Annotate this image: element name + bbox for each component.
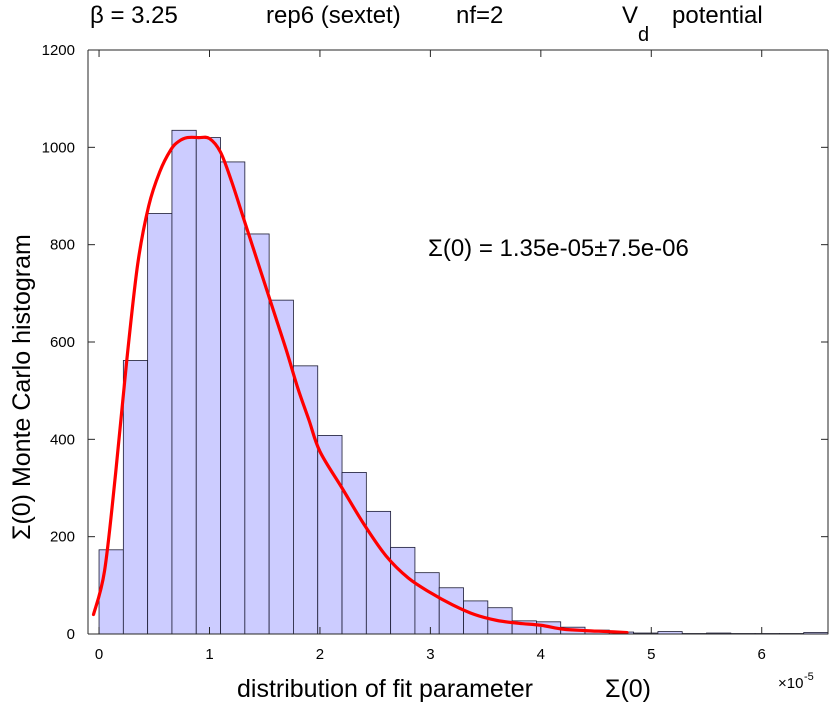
y-tick-label-4: 800	[50, 237, 75, 254]
fit-curve	[91, 135, 629, 635]
histogram-bar-2	[147, 213, 173, 635]
x-tick-label-5: 5	[647, 646, 655, 663]
histogram-bar-14	[438, 587, 464, 635]
y-tick-label-5: 1000	[42, 139, 75, 156]
histogram-bar-5	[220, 161, 246, 635]
y-axis-label: Σ(0) Monte Carlo histogram	[8, 234, 36, 540]
title-beta: β = 3.25	[90, 2, 178, 29]
y-tick-label-2: 400	[50, 431, 75, 448]
x-tick-label-4: 4	[537, 646, 545, 663]
x-tick-label-3: 3	[426, 646, 434, 663]
title-nf: nf=2	[456, 2, 503, 29]
y-tick-label-3: 600	[50, 334, 75, 351]
x-exponent-base: ×10	[778, 675, 803, 692]
title-potential-symbol: V	[622, 2, 638, 29]
histogram-bar-7	[268, 299, 294, 635]
histogram-bar-13	[414, 572, 440, 635]
x-exponent: -5	[804, 671, 814, 683]
tick-labels: 0 1 2 3 4 5 6 0 200 400 600 800 1000 1200	[42, 42, 766, 663]
histogram-bar-9	[317, 435, 343, 635]
x-tick-label-6: 6	[758, 646, 766, 663]
x-tick-label-2: 2	[316, 646, 324, 663]
histogram-bar-6	[244, 233, 270, 635]
x-axis-label: distribution of fit parameter	[237, 675, 533, 703]
histogram-bar-0	[98, 549, 124, 635]
histogram-bar-12	[390, 546, 416, 635]
x-tick-label-0: 0	[95, 646, 103, 663]
axes	[87, 49, 829, 635]
fit-annotation: Σ(0) = 1.35e-05±7.5e-06	[428, 235, 689, 262]
x-tick-label-1: 1	[205, 646, 213, 663]
title-rep: rep6 (sextet)	[266, 2, 401, 29]
title-potential-word: potential	[672, 2, 763, 29]
y-tick-label-6: 1200	[42, 42, 75, 59]
histogram-bar-11	[365, 510, 392, 635]
histogram-bar-3	[171, 129, 197, 635]
x-axis-label-symbol: Σ(0)	[605, 675, 651, 703]
histogram-bar-15	[463, 600, 489, 635]
y-tick-label-0: 0	[67, 626, 75, 643]
y-tick-label-1: 200	[50, 529, 75, 546]
histogram-bar-1	[122, 360, 149, 635]
title-potential-subscript: d	[638, 24, 649, 46]
histogram-bar-4	[195, 137, 221, 635]
